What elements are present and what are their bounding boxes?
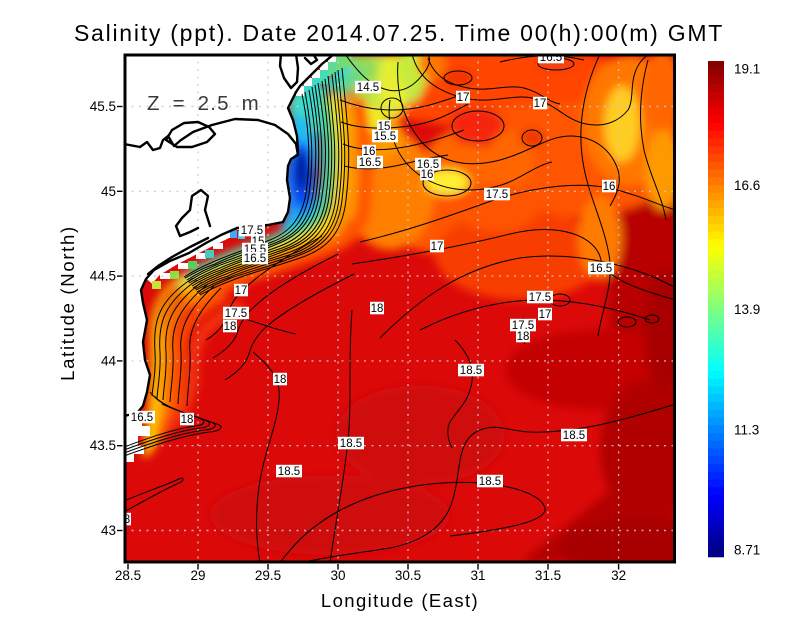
svg-text:18.5: 18.5 xyxy=(460,365,482,377)
svg-text:17.5: 17.5 xyxy=(529,292,551,304)
svg-text:16: 16 xyxy=(603,181,616,193)
svg-text:17: 17 xyxy=(235,285,248,297)
svg-text:16.5: 16.5 xyxy=(540,52,562,64)
svg-text:17: 17 xyxy=(539,309,552,321)
svg-text:30.5: 30.5 xyxy=(395,568,421,583)
svg-text:43.5: 43.5 xyxy=(90,438,116,453)
svg-text:13.9: 13.9 xyxy=(734,302,760,317)
svg-text:18.5: 18.5 xyxy=(340,438,362,450)
svg-text:15.5: 15.5 xyxy=(374,131,396,143)
svg-text:17.5: 17.5 xyxy=(225,308,247,320)
svg-text:18.5: 18.5 xyxy=(563,430,585,442)
svg-text:18: 18 xyxy=(371,303,384,315)
svg-text:17: 17 xyxy=(457,92,470,104)
svg-text:18.5: 18.5 xyxy=(278,466,300,478)
svg-text:18: 18 xyxy=(517,331,530,343)
svg-text:19.1: 19.1 xyxy=(734,62,760,77)
svg-text:17.5: 17.5 xyxy=(241,225,263,237)
svg-text:45.5: 45.5 xyxy=(90,99,116,114)
svg-text:16.5: 16.5 xyxy=(244,253,266,265)
svg-text:16: 16 xyxy=(363,146,376,158)
svg-text:16.5: 16.5 xyxy=(359,157,381,169)
svg-text:8.71: 8.71 xyxy=(734,543,760,558)
svg-text:17.5: 17.5 xyxy=(512,320,534,332)
svg-text:30: 30 xyxy=(330,568,345,583)
svg-text:Latitude (North): Latitude (North) xyxy=(57,225,78,381)
svg-text:16.5: 16.5 xyxy=(590,263,612,275)
svg-text:18: 18 xyxy=(274,374,287,386)
svg-text:18.5: 18.5 xyxy=(479,476,501,488)
svg-text:Z = 2.5 m: Z = 2.5 m xyxy=(147,92,260,115)
svg-text:17: 17 xyxy=(431,241,444,253)
svg-text:Salinity (ppt). Date 2014.07.2: Salinity (ppt). Date 2014.07.25. Time 00… xyxy=(74,20,724,46)
svg-text:16.6: 16.6 xyxy=(734,178,760,193)
svg-text:43: 43 xyxy=(101,523,116,538)
svg-text:14.5: 14.5 xyxy=(357,82,379,94)
svg-text:Longitude (East): Longitude (East) xyxy=(321,590,479,611)
svg-text:17.5: 17.5 xyxy=(486,189,508,201)
svg-text:45: 45 xyxy=(101,184,116,199)
svg-text:32: 32 xyxy=(611,568,626,583)
svg-text:16.5: 16.5 xyxy=(131,412,153,424)
svg-text:28.5: 28.5 xyxy=(115,568,141,583)
svg-text:11.3: 11.3 xyxy=(734,422,759,437)
svg-text:31: 31 xyxy=(470,568,485,583)
svg-text:18: 18 xyxy=(224,321,237,333)
svg-text:29: 29 xyxy=(190,568,205,583)
svg-text:44: 44 xyxy=(101,353,117,368)
svg-text:29.5: 29.5 xyxy=(255,568,281,583)
svg-text:44.5: 44.5 xyxy=(90,269,116,284)
svg-text:16: 16 xyxy=(421,169,434,181)
svg-text:31.5: 31.5 xyxy=(535,568,561,583)
svg-text:17: 17 xyxy=(534,98,547,110)
svg-text:8: 8 xyxy=(124,514,130,526)
svg-text:18: 18 xyxy=(181,414,194,426)
